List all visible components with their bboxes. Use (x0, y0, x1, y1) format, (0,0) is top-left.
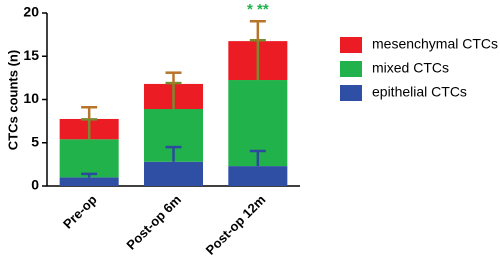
y-tick-label: 15 (23, 47, 39, 63)
y-tick-label: 5 (31, 133, 39, 149)
x-tick-label: Post-op 12m (203, 192, 269, 258)
legend-label: mixed CTCs (372, 60, 449, 76)
y-axis-label: CTCs counts (n) (5, 50, 20, 150)
x-tick-label: Post-op 6m (123, 192, 184, 253)
error-bar (165, 145, 182, 162)
legend-swatch (340, 61, 362, 77)
legend-swatch (340, 85, 362, 101)
error-bar (81, 118, 98, 140)
y-tick-label: 20 (23, 4, 39, 20)
legend-label: epithelial CTCs (372, 84, 467, 100)
error-bar (249, 19, 266, 42)
y-tick-label: 0 (31, 177, 39, 193)
error-bar (249, 149, 266, 167)
error-bar (165, 71, 182, 84)
x-tick-label: Pre-op (60, 192, 100, 232)
bar-segment (143, 161, 204, 186)
bar-segment (59, 177, 119, 186)
error-bar (81, 106, 98, 119)
legend-label: mesenchymal CTCs (372, 36, 498, 52)
error-bar (81, 172, 98, 178)
bar-segment (228, 166, 288, 186)
bar-segment (59, 139, 119, 178)
y-tick-label: 10 (23, 90, 39, 106)
legend-swatch (340, 37, 362, 53)
annotation: * ** (247, 1, 269, 18)
